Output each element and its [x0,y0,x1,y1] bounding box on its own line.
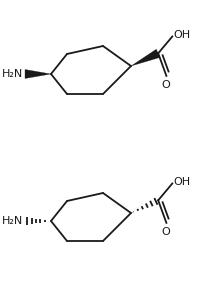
Text: O: O [161,80,170,90]
Text: OH: OH [173,31,190,41]
Polygon shape [25,69,51,78]
Text: H₂N: H₂N [2,216,23,226]
Text: H₂N: H₂N [2,69,23,79]
Polygon shape [131,49,160,66]
Text: OH: OH [173,178,190,188]
Text: O: O [161,227,170,237]
